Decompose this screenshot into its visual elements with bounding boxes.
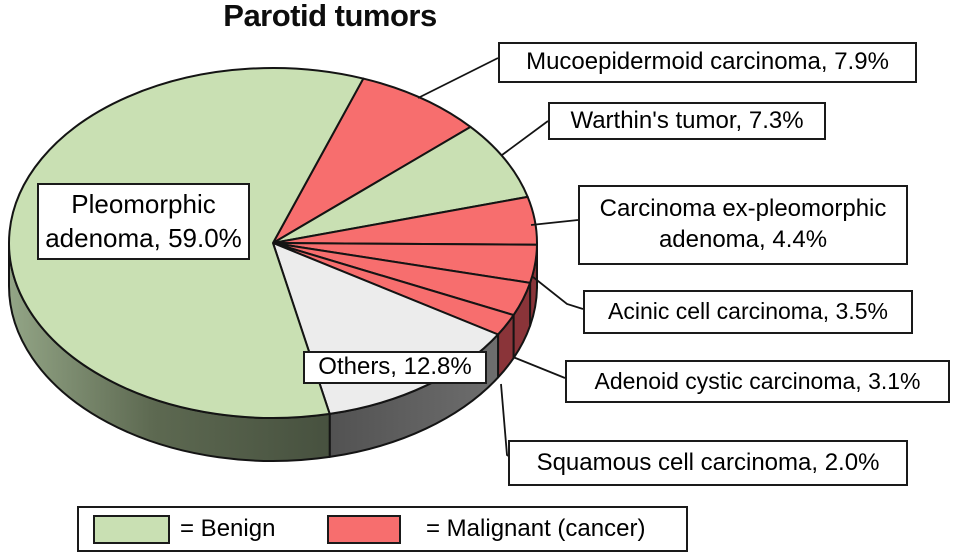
legend-swatch-benign: [93, 515, 170, 544]
leader-line-warthins-tumor: [501, 120, 549, 156]
callout-others: Others, 12.8%: [303, 351, 487, 384]
callout-pleomorphic-adenoma: Pleomorphic adenoma, 59.0%: [37, 183, 250, 260]
callout-warthins-tumor: Warthin's tumor, 7.3%: [548, 102, 826, 140]
callout-acinic-cell-carcinoma: Acinic cell carcinoma, 3.5%: [583, 290, 913, 334]
legend-label-malignant: = Malignant (cancer): [426, 515, 646, 542]
pie-slice-mucoepidermoid-carcinoma: [272, 77, 472, 244]
callout-squamous-cell-carcinoma: Squamous cell carcinoma, 2.0%: [508, 440, 908, 486]
legend-label-benign: = Benign: [180, 515, 276, 542]
callout-leader-lines: [417, 57, 584, 458]
legend-swatch-malignant: [327, 515, 401, 544]
callout-adenoid-cystic-carcinoma: Adenoid cystic carcinoma, 3.1%: [565, 360, 950, 403]
callout-carcinoma-ex-pleomorphic-adenoma: Carcinoma ex-pleomorphic adenoma, 4.4%: [578, 185, 908, 265]
legend: = Benign = Malignant (cancer): [77, 506, 688, 552]
leader-line-carcinoma-ex-pleomorphic-adenoma: [530, 219, 579, 226]
leader-line-adenoid-cystic-carcinoma: [512, 356, 566, 379]
leader-line-acinic-cell-carcinoma: [532, 276, 584, 310]
leader-line-mucoepidermoid-carcinoma: [417, 57, 499, 99]
callout-mucoepidermoid-carcinoma: Mucoepidermoid carcinoma, 7.9%: [498, 42, 917, 83]
chart-title: Parotid tumors: [223, 0, 437, 33]
pie-slice-warthin-s-tumor: [272, 125, 529, 244]
